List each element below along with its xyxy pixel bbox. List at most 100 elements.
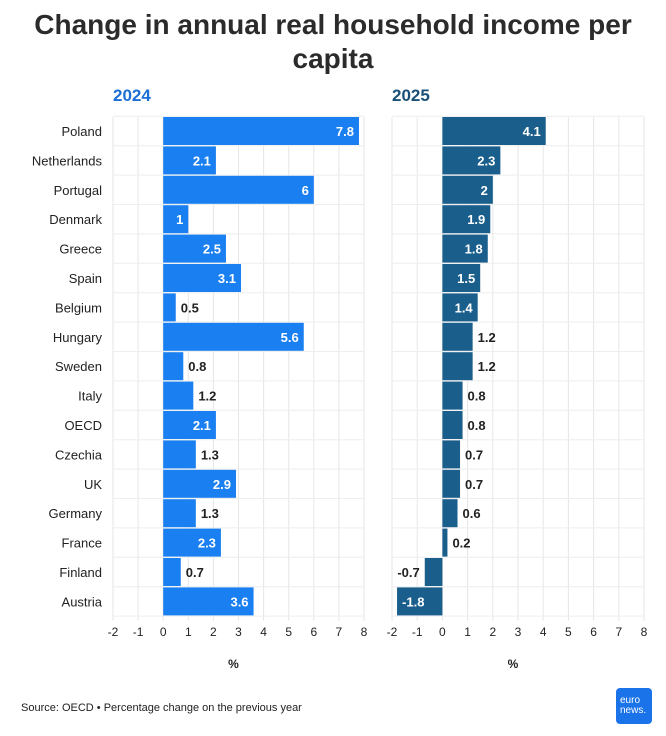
category-label: Czechia <box>55 447 103 462</box>
x-axis-label: % <box>508 657 519 671</box>
data-label: 1.2 <box>478 359 496 374</box>
category-label: Belgium <box>55 300 102 315</box>
bar <box>163 175 314 204</box>
data-label: 2.9 <box>213 477 231 492</box>
data-label: 1.5 <box>457 271 475 286</box>
tick-label: 8 <box>361 625 368 639</box>
bar <box>163 469 236 498</box>
bar <box>424 558 443 586</box>
data-label: 1 <box>176 212 183 227</box>
data-label: 3.6 <box>230 594 248 609</box>
tick-label: 4 <box>540 625 547 639</box>
bar <box>442 499 458 528</box>
bar <box>442 381 463 410</box>
chart-title: Change in annual real household income p… <box>34 9 632 74</box>
category-label: Denmark <box>49 212 102 227</box>
bar <box>163 558 181 586</box>
data-label: 2.3 <box>198 536 216 551</box>
data-label: 1.3 <box>201 506 219 521</box>
data-label: 1.2 <box>478 330 496 345</box>
data-label: 0.7 <box>186 565 204 580</box>
data-label: 1.9 <box>467 212 485 227</box>
data-label: 2.5 <box>203 242 221 257</box>
category-label: Hungary <box>53 330 103 345</box>
category-label: Finland <box>59 565 102 580</box>
tick-label: 0 <box>439 625 446 639</box>
category-label: Sweden <box>55 359 102 374</box>
tick-label: 7 <box>336 625 343 639</box>
category-label: UK <box>84 477 102 492</box>
data-label: 1.2 <box>198 389 216 404</box>
data-label: 0.2 <box>452 536 470 551</box>
tick-label: -1 <box>133 625 144 639</box>
category-label: OECD <box>64 418 102 433</box>
bar <box>163 322 304 351</box>
data-label: 7.8 <box>336 124 354 139</box>
bar <box>163 381 194 410</box>
data-label: 0.6 <box>463 506 481 521</box>
data-label: 0.8 <box>468 418 486 433</box>
tick-label: 2 <box>210 625 217 639</box>
bar <box>163 440 196 469</box>
bar <box>163 293 176 322</box>
bar <box>442 175 493 204</box>
tick-label: 5 <box>565 625 572 639</box>
bar <box>442 469 461 498</box>
x-axis-label: % <box>228 657 239 671</box>
data-label: 2.3 <box>477 153 495 168</box>
euronews-logo: euro news. <box>616 688 652 724</box>
category-label: Netherlands <box>32 153 103 168</box>
data-label: 2 <box>481 183 488 198</box>
bar <box>442 440 461 469</box>
bar <box>442 234 488 263</box>
bar <box>442 411 463 439</box>
tick-label: 6 <box>310 625 317 639</box>
chart-area: Poland Netherlands Portugal Denmark Greece Sp… <box>32 86 648 671</box>
category-label: France <box>62 536 102 551</box>
tick-label: 2 <box>489 625 496 639</box>
data-label: 5.6 <box>281 330 299 345</box>
data-label: 2.1 <box>193 153 211 168</box>
data-label: 4.1 <box>523 124 541 139</box>
panel-title: 2024 <box>113 86 151 105</box>
tick-label: 3 <box>235 625 242 639</box>
data-label: 1.3 <box>201 447 219 462</box>
data-label: 1.8 <box>465 242 483 257</box>
category-label: Austria <box>62 594 103 609</box>
data-label: 0.5 <box>181 300 199 315</box>
tick-label: -1 <box>412 625 423 639</box>
tick-label: 5 <box>285 625 292 639</box>
tick-label: 0 <box>160 625 167 639</box>
logo-text-line1: euro <box>620 695 641 706</box>
data-label: -1.8 <box>402 594 424 609</box>
panel-title: 2025 <box>392 86 430 105</box>
bar <box>163 205 189 234</box>
bar <box>442 528 448 557</box>
bar <box>163 352 184 381</box>
tick-label: 7 <box>615 625 622 639</box>
bar <box>442 264 481 292</box>
bar <box>163 146 216 175</box>
bar <box>442 117 546 145</box>
bar <box>163 234 226 263</box>
logo-text-line2: news. <box>620 705 647 716</box>
tick-label: -2 <box>108 625 119 639</box>
data-label: 3.1 <box>218 271 236 286</box>
bar <box>442 146 501 175</box>
category-label: Italy <box>78 389 102 404</box>
data-label: 0.8 <box>188 359 206 374</box>
category-label: Spain <box>69 271 102 286</box>
data-label: 2.1 <box>193 418 211 433</box>
data-label: 1.4 <box>455 300 474 315</box>
data-label: 0.8 <box>468 389 486 404</box>
category-label: Greece <box>59 242 102 257</box>
source-note: Source: OECD • Percentage change on the … <box>21 702 302 714</box>
bar <box>442 293 478 322</box>
tick-label: 1 <box>185 625 192 639</box>
data-label: 0.7 <box>465 447 483 462</box>
bar <box>397 587 443 616</box>
bar <box>442 352 473 381</box>
data-label: 0.7 <box>465 477 483 492</box>
category-label: Portugal <box>54 183 103 198</box>
tick-label: -2 <box>387 625 398 639</box>
